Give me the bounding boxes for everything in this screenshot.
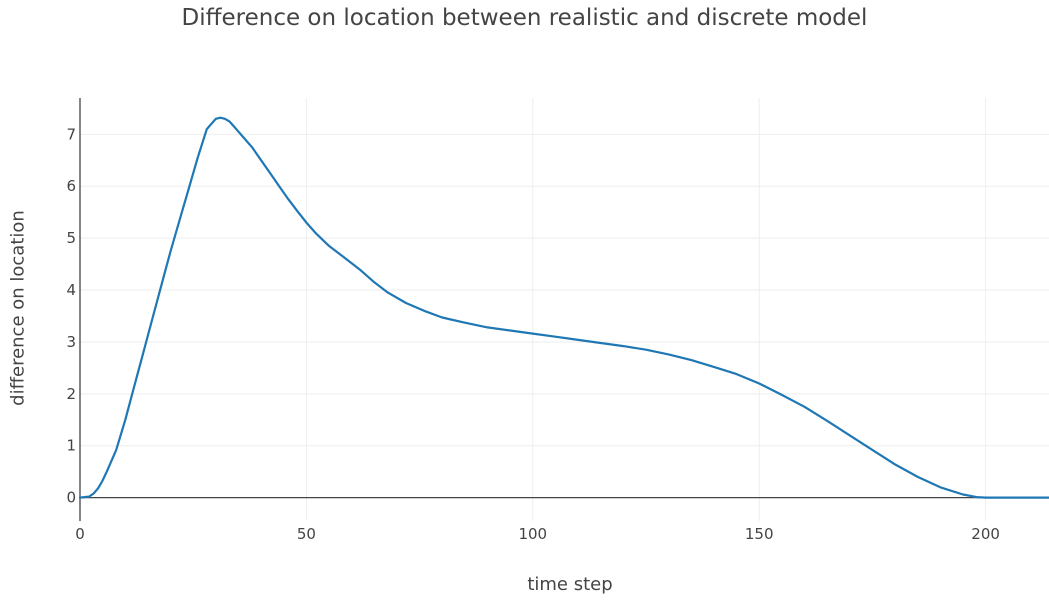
y-tick-label: 2 (66, 385, 76, 403)
x-tick-label: 100 (518, 525, 547, 543)
y-axis-ticks: 0 1 2 3 4 5 6 7 (66, 125, 76, 506)
x-tick-label: 150 (745, 525, 774, 543)
y-tick-label: 1 (66, 437, 76, 455)
series-group (78, 116, 1049, 499)
chart-title: Difference on location between realistic… (181, 5, 868, 31)
y-tick-label: 6 (66, 177, 76, 195)
y-tick-label: 7 (66, 125, 76, 143)
axes (79, 98, 1049, 521)
y-tick-label: 0 (66, 489, 76, 507)
y-axis-label: difference on location (7, 210, 29, 406)
y-tick-label: 5 (66, 229, 76, 247)
y-tick-label: 3 (66, 333, 76, 351)
x-axis-label: time step (527, 574, 613, 595)
grid-lines (80, 98, 1049, 521)
x-tick-label: 200 (971, 525, 1000, 543)
x-axis-ticks: 0 50 100 150 200 (75, 525, 1000, 543)
x-tick-label: 50 (297, 525, 316, 543)
y-tick-label: 4 (66, 281, 76, 299)
x-tick-label: 0 (75, 525, 85, 543)
series-line (78, 116, 1049, 499)
